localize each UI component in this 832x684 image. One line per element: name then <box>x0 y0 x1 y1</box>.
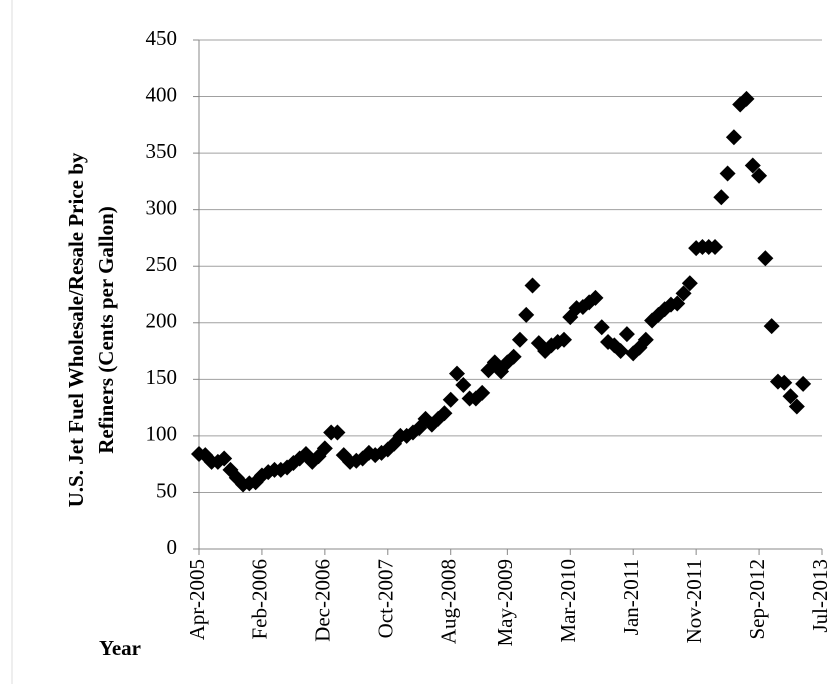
point <box>669 295 686 312</box>
point <box>505 348 522 365</box>
x-tick-label: Oct-2007 <box>374 559 398 638</box>
point <box>776 374 793 391</box>
point <box>719 165 736 182</box>
point <box>436 405 453 422</box>
x-tick-label: Jan-2011 <box>619 559 643 635</box>
point <box>612 343 629 360</box>
x-tick-label: Jul-2013 <box>808 559 832 633</box>
point <box>725 129 742 146</box>
x-axis-title: Year <box>99 636 141 660</box>
y-tick-label: 350 <box>146 139 178 163</box>
y-tick-label: 0 <box>167 535 178 559</box>
y-tick-label: 200 <box>146 309 178 333</box>
point <box>518 306 535 323</box>
point <box>751 167 768 184</box>
y-axis-title: Refiners (Cents per Gallon) <box>94 206 118 454</box>
point <box>316 440 333 457</box>
y-axis-title: U.S. Jet Fuel Wholesale/Resale Price by <box>64 152 88 507</box>
y-tick-label: 300 <box>146 195 178 219</box>
x-tick-label: Mar-2010 <box>556 559 580 643</box>
point <box>618 326 635 343</box>
point <box>675 285 692 302</box>
x-tick-label: Nov-2011 <box>682 559 706 643</box>
point <box>474 384 491 401</box>
y-tick-label: 100 <box>146 422 178 446</box>
point <box>757 250 774 267</box>
x-tick-label: May-2009 <box>493 559 517 647</box>
point <box>707 238 724 255</box>
point <box>216 450 233 467</box>
point <box>763 318 780 335</box>
point <box>555 331 572 348</box>
y-tick-label: 150 <box>146 365 178 389</box>
y-tick-label: 400 <box>146 82 178 106</box>
point <box>782 388 799 405</box>
x-tick-label: Aug-2008 <box>437 559 461 644</box>
point <box>788 398 805 415</box>
point <box>713 189 730 206</box>
y-tick-label: 450 <box>146 26 178 50</box>
x-tick-label: Apr-2005 <box>185 559 209 640</box>
y-tick-label: 250 <box>146 252 178 276</box>
point <box>329 424 346 441</box>
point <box>511 331 528 348</box>
point <box>738 90 755 107</box>
point <box>795 375 812 392</box>
point <box>449 365 466 382</box>
point <box>442 391 459 408</box>
point <box>524 277 541 294</box>
point <box>587 289 604 306</box>
point <box>744 157 761 174</box>
y-tick-label: 50 <box>156 478 177 502</box>
point <box>593 319 610 336</box>
x-tick-label: Dec-2006 <box>311 559 335 642</box>
point <box>681 275 698 292</box>
x-tick-label: Feb-2006 <box>248 559 272 640</box>
point <box>455 376 472 393</box>
x-tick-label: Sep-2012 <box>745 559 769 640</box>
point <box>637 331 654 348</box>
